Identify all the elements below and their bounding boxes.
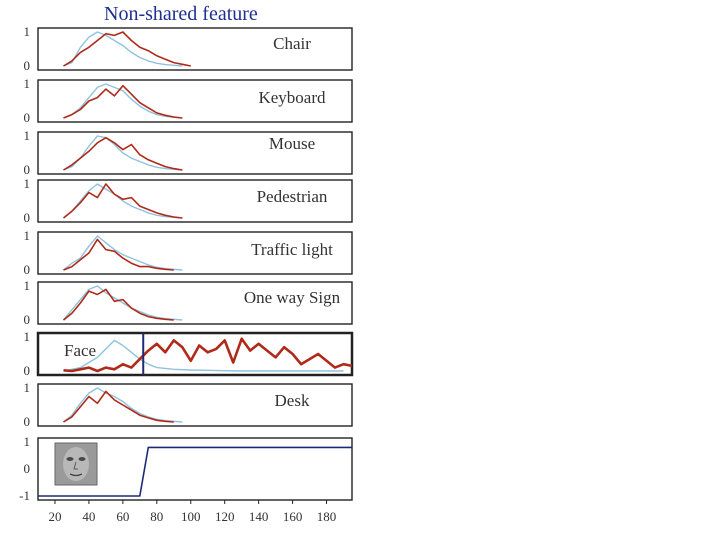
y-tick-label: 0 [24,262,31,277]
y-tick-label: 1 [24,278,31,293]
y-tick-label: 1 [24,380,31,395]
x-tick-label: 60 [116,509,129,524]
panel-label: Pedestrian [257,187,328,206]
response-series-line [62,183,183,219]
panel-label: Chair [273,34,311,53]
response-series-line [62,288,174,321]
panel-label: One way Sign [244,288,341,307]
panel-frame [37,27,353,71]
y-tick-label: 1 [24,76,31,91]
y-tick-label: 0 [24,312,31,327]
y-tick-label: 1 [24,228,31,243]
response-series-line [63,390,174,423]
x-tick-label: 100 [181,509,201,524]
response-series-line [63,31,191,67]
x-tick-label: 180 [317,509,337,524]
y-tick-label: 1 [24,128,31,143]
face-thumbnail [54,442,98,486]
panel-label: Mouse [269,134,315,153]
y-tick-label: 0 [24,110,31,125]
baseline-series-line [63,135,183,171]
panel-frame [37,179,353,223]
y-tick-label: 0 [24,58,31,73]
x-tick-label: 160 [283,509,303,524]
baseline-series-line [63,183,183,219]
y-tick-label: 0 [24,363,31,378]
y-tick-label: 1 [24,24,31,39]
baseline-series-line [63,339,344,372]
y-tick-label: 0 [24,461,31,476]
response-series-line [63,238,174,271]
y-tick-label: 0 [24,414,31,429]
panel-frame [37,231,353,275]
panel-label: Desk [275,391,310,410]
response-series-line [63,84,183,119]
y-tick-label: 1 [24,176,31,191]
y-tick-label: -1 [19,488,30,503]
y-tick-label: 0 [24,162,31,177]
x-tick-label: 20 [48,509,61,524]
response-series-line [63,337,353,373]
panel-label: Traffic light [251,240,333,259]
chart-title: Non-shared feature [104,3,258,25]
y-tick-label: 1 [24,434,31,449]
x-tick-label: 40 [82,509,95,524]
y-tick-label: 1 [24,329,31,344]
panel-label: Face [64,341,96,360]
x-tick-label: 140 [249,509,269,524]
y-tick-label: 0 [24,210,31,225]
step-series-line [38,446,352,497]
baseline-series-line [63,31,183,67]
panel-label: Keyboard [258,88,326,107]
x-tick-label: 80 [150,509,163,524]
response-series-line [63,136,183,171]
baseline-series-line [63,83,183,119]
panel-frame [37,383,353,427]
x-tick-label: 120 [215,509,235,524]
panel-frame [37,131,353,175]
